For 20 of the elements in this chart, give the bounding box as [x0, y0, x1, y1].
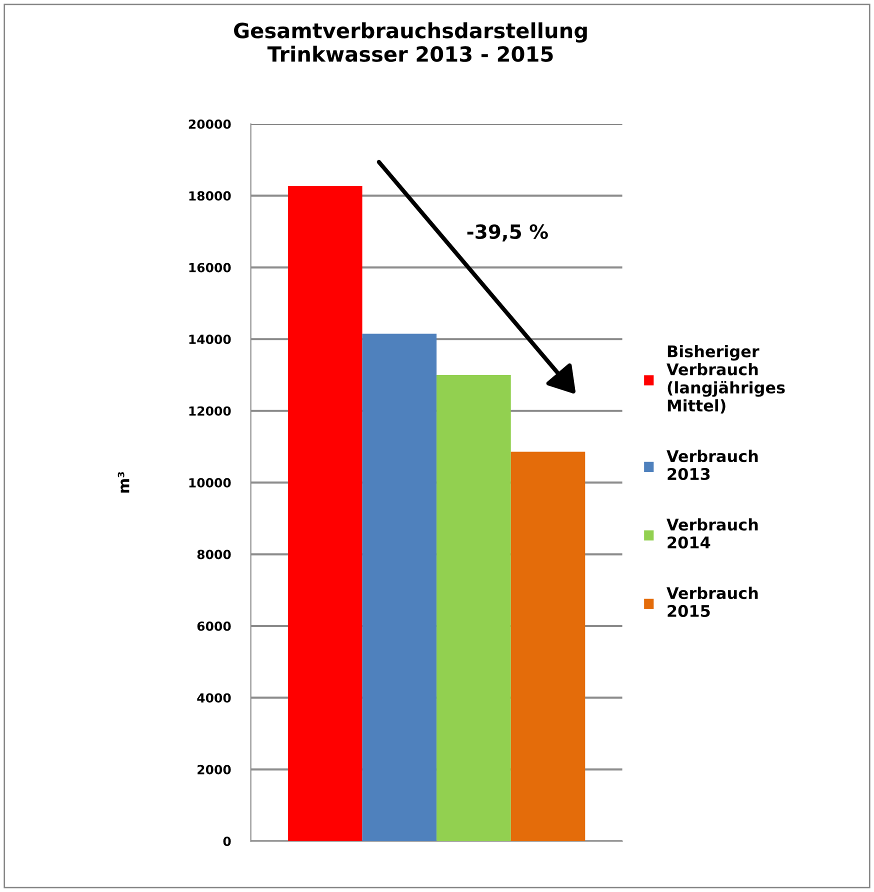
legend-label: Verbrauch 2015: [666, 586, 758, 618]
bar: [510, 452, 586, 842]
y-tick-label: 12000: [189, 406, 231, 416]
y-tick-label: 14000: [189, 334, 231, 344]
y-tick-label: 8000: [197, 550, 231, 560]
y-tick-label: 10000: [189, 478, 231, 488]
y-tick-label: 20000: [188, 119, 231, 129]
legend-label: Verbrauch 2013: [666, 450, 758, 480]
y-tick-label: 4000: [197, 693, 231, 703]
annotation: -39,5 %: [467, 224, 548, 242]
y-axis-title: m³: [118, 472, 130, 493]
legend-label: Bisheriger Verbrauch (langjähriges Mittel): [666, 345, 785, 414]
y-tick-label: 2000: [198, 764, 231, 774]
chart-title: Gesamtverbrauchsdarstellung Trinkwasser 2013 - 2015: [234, 22, 587, 62]
y-tick-label: 0: [223, 836, 231, 846]
bar: [288, 186, 362, 842]
legend-label: Verbrauch 2014: [666, 518, 758, 549]
y-tick-label: 16000: [189, 262, 231, 272]
y-tick-label: 18000: [189, 191, 231, 201]
y-tick-label: 6000: [197, 621, 231, 631]
